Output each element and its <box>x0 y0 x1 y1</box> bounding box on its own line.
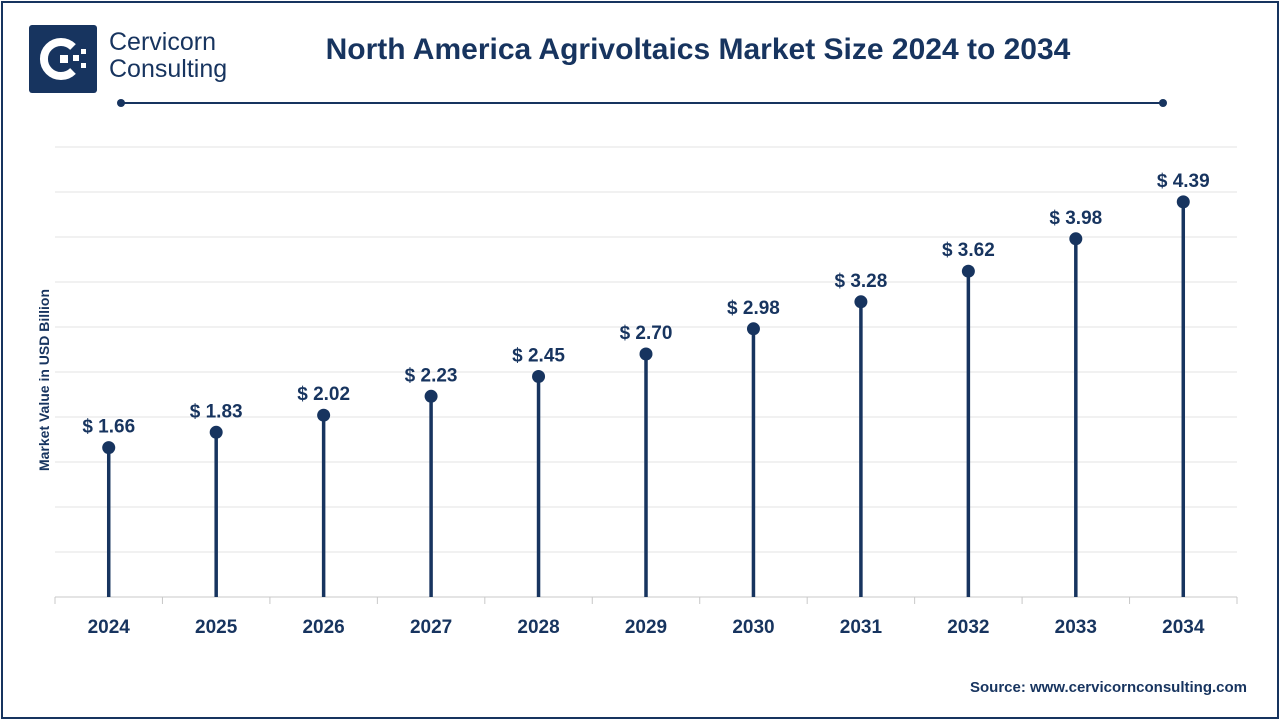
x-tick-label: 2024 <box>88 617 131 638</box>
data-label: $ 4.39 <box>1157 171 1210 192</box>
data-point <box>424 389 438 403</box>
data-label: $ 2.70 <box>620 323 673 344</box>
underline-left-dot <box>117 99 125 107</box>
logo-wordmark: Cervicorn Consulting <box>109 29 227 83</box>
data-label: $ 3.28 <box>834 271 887 292</box>
data-point <box>102 441 116 455</box>
data-point <box>209 425 223 439</box>
chart-plot: $ 1.66 2024 $ 1.83 2025 $ 2.02 2026 $ 2.23 2027… <box>54 146 1238 638</box>
data-label: $ 3.98 <box>1049 208 1102 229</box>
data-point <box>317 408 331 422</box>
data-label: $ 2.02 <box>297 384 350 405</box>
logo-line-2: Consulting <box>109 55 228 83</box>
chart-title: North America Agrivoltaics Market Size 2… <box>325 33 1071 66</box>
x-tick-label: 2026 <box>302 617 344 638</box>
data-label: $ 2.23 <box>405 365 458 386</box>
data-point <box>1069 232 1083 246</box>
logo-c-icon <box>39 38 86 80</box>
x-tick-label: 2032 <box>947 617 989 638</box>
underline-right-dot <box>1159 99 1167 107</box>
x-tick-label: 2034 <box>1162 617 1205 638</box>
title-underline <box>121 102 1165 104</box>
data-point <box>1176 195 1190 209</box>
data-label: $ 2.98 <box>727 298 780 319</box>
data-point <box>532 370 546 383</box>
data-label: $ 2.45 <box>512 346 565 367</box>
x-tick-label: 2030 <box>732 617 774 638</box>
logo-mark <box>29 25 97 93</box>
data-point <box>961 264 975 278</box>
data-label: $ 1.66 <box>82 417 135 438</box>
x-tick-label: 2029 <box>625 617 667 638</box>
source-note: Source: www.cervicornconsulting.com <box>969 679 1247 696</box>
data-point <box>639 347 653 361</box>
x-tick-label: 2027 <box>410 617 452 638</box>
data-point <box>854 295 868 309</box>
data-label: $ 1.83 <box>190 401 243 422</box>
data-point <box>746 322 760 336</box>
x-tick-label: 2031 <box>840 617 883 638</box>
x-tick-label: 2025 <box>195 617 238 638</box>
x-tick-label: 2033 <box>1055 617 1097 638</box>
x-tick-label: 2028 <box>517 617 559 638</box>
data-label: $ 3.62 <box>942 240 995 261</box>
company-logo: Cervicorn Consulting <box>29 23 249 95</box>
logo-line-1: Cervicorn <box>109 28 216 56</box>
